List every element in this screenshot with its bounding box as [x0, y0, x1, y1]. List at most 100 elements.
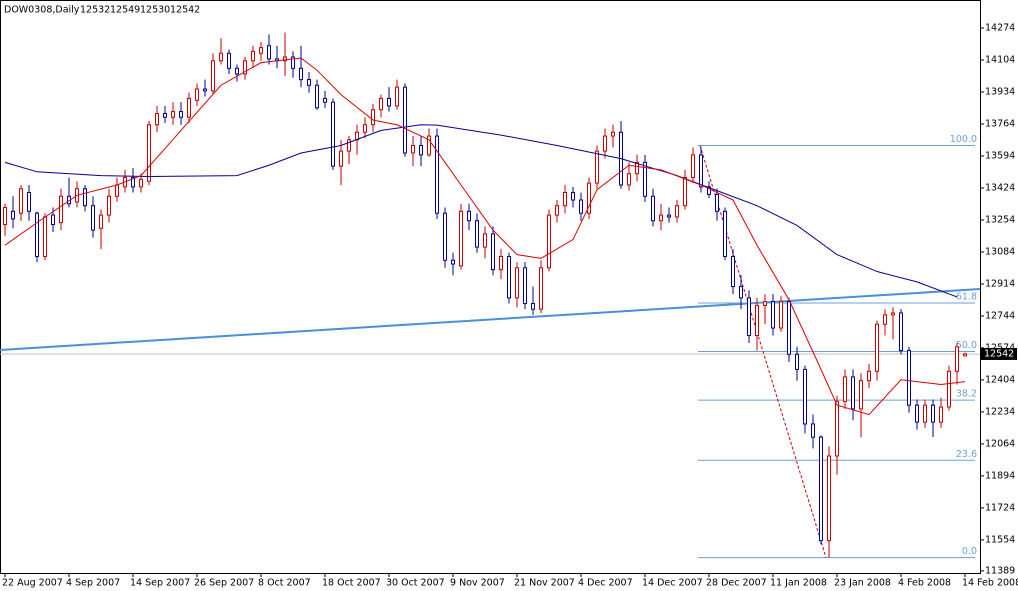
- header-low: 12530: [140, 5, 170, 16]
- fib-label: 50.0: [956, 340, 977, 351]
- candle-body: [715, 193, 719, 212]
- candle-body: [835, 400, 839, 457]
- candle-body: [475, 220, 479, 248]
- candle-body: [11, 210, 15, 220]
- candle-body: [459, 210, 463, 267]
- candle-body: [163, 112, 167, 118]
- candle-body: [387, 97, 391, 107]
- candle-body: [811, 423, 815, 438]
- candle-body: [419, 144, 423, 156]
- candle-body: [435, 135, 439, 214]
- fib-label: 100.0: [950, 134, 977, 145]
- candle-body: [451, 259, 455, 265]
- candle-body: [531, 303, 535, 310]
- candle-body: [515, 267, 519, 299]
- fib-label: 0.0: [962, 546, 977, 557]
- y-tick-label: 13084: [985, 246, 1015, 257]
- candle-body: [379, 97, 383, 111]
- candle-body: [763, 301, 767, 306]
- candle-body: [171, 111, 175, 118]
- candle-body: [307, 79, 311, 86]
- candle-body: [403, 86, 407, 154]
- moving-average: [4, 124, 958, 298]
- candle-body: [707, 186, 711, 195]
- candle-body: [819, 436, 823, 542]
- candle-body: [827, 455, 831, 542]
- candle-body: [947, 370, 951, 408]
- candle-body: [251, 50, 255, 62]
- candle-body: [747, 297, 751, 337]
- candle-body: [651, 195, 655, 222]
- candle-body: [411, 144, 415, 154]
- candle-body: [259, 47, 263, 54]
- fib-label: 61.8: [956, 291, 977, 302]
- candle-body: [211, 60, 215, 92]
- y-tick-label: 12234: [985, 406, 1015, 417]
- candle-body: [755, 304, 759, 337]
- y-tick-label: 12574: [985, 342, 1015, 353]
- candle-body: [195, 88, 199, 101]
- candle-body: [883, 314, 887, 325]
- candle-body: [571, 192, 575, 201]
- candle-body: [675, 205, 679, 218]
- y-tick-label: 12744: [985, 310, 1015, 321]
- candle-body: [363, 124, 367, 133]
- candle-body: [51, 214, 55, 225]
- y-tick-label: 12064: [985, 438, 1015, 449]
- x-tick-label: 14 Feb 2008: [962, 578, 1018, 589]
- candle-body: [667, 214, 671, 218]
- candle-body: [923, 404, 927, 423]
- candle-body: [795, 353, 799, 370]
- candle-body: [499, 255, 503, 271]
- candle-body: [563, 192, 567, 207]
- candle-body: [203, 88, 207, 92]
- x-tick-label: 14 Sep 2007: [130, 578, 190, 589]
- candle-body: [19, 188, 23, 214]
- candle-body: [243, 60, 247, 75]
- price-box: [981, 347, 1017, 360]
- candle-body: [627, 173, 631, 186]
- x-tick-label: 26 Sep 2007: [194, 578, 254, 589]
- candle-body: [963, 353, 967, 357]
- candle-body: [539, 267, 543, 310]
- candle-body: [219, 52, 223, 62]
- candle-body: [859, 380, 863, 410]
- x-tick-label: 22 Aug 2007: [2, 578, 63, 589]
- y-tick-label: 12404: [985, 374, 1015, 385]
- candle-body: [595, 150, 599, 184]
- x-tick-label: 9 Nov 2007: [450, 578, 505, 589]
- y-tick-label: 11389: [985, 565, 1015, 576]
- y-tick-label: 13764: [985, 119, 1015, 130]
- y-tick-label: 13594: [985, 150, 1015, 161]
- plot-frame: [0, 0, 981, 574]
- candle-body: [587, 182, 591, 214]
- x-tick-label: 4 Sep 2007: [66, 578, 120, 589]
- plot-layer: 100.0 61.8 50.0 38.2 23.6 0.0: [0, 32, 981, 559]
- candle-body: [875, 323, 879, 372]
- candle-body: [99, 214, 103, 229]
- candle-body: [147, 124, 151, 182]
- candle-body: [339, 150, 343, 167]
- x-tick-label: 21 Nov 2007: [514, 578, 575, 589]
- candle-body: [723, 210, 727, 257]
- candle-body: [371, 109, 375, 126]
- candle-body: [659, 214, 663, 222]
- candle-body: [107, 195, 111, 216]
- candle-body: [115, 184, 119, 197]
- candle-body: [803, 368, 807, 425]
- header-high: 12549: [110, 5, 140, 16]
- x-tick-label: 28 Dec 2007: [706, 578, 767, 589]
- trend-line: [0, 288, 981, 352]
- candle-body: [187, 97, 191, 118]
- candle-body: [931, 404, 935, 423]
- candle-body: [27, 192, 31, 212]
- fib-label: 23.6: [956, 449, 977, 460]
- x-tick-label: 4 Dec 2007: [578, 578, 633, 589]
- candle-body: [907, 350, 911, 406]
- candle-body: [915, 404, 919, 423]
- candle-body: [347, 139, 351, 152]
- x-tick-label: 23 Jan 2008: [834, 578, 891, 589]
- fib-trend: [699, 145, 827, 558]
- candle-body: [851, 376, 855, 410]
- candle-body: [179, 111, 183, 118]
